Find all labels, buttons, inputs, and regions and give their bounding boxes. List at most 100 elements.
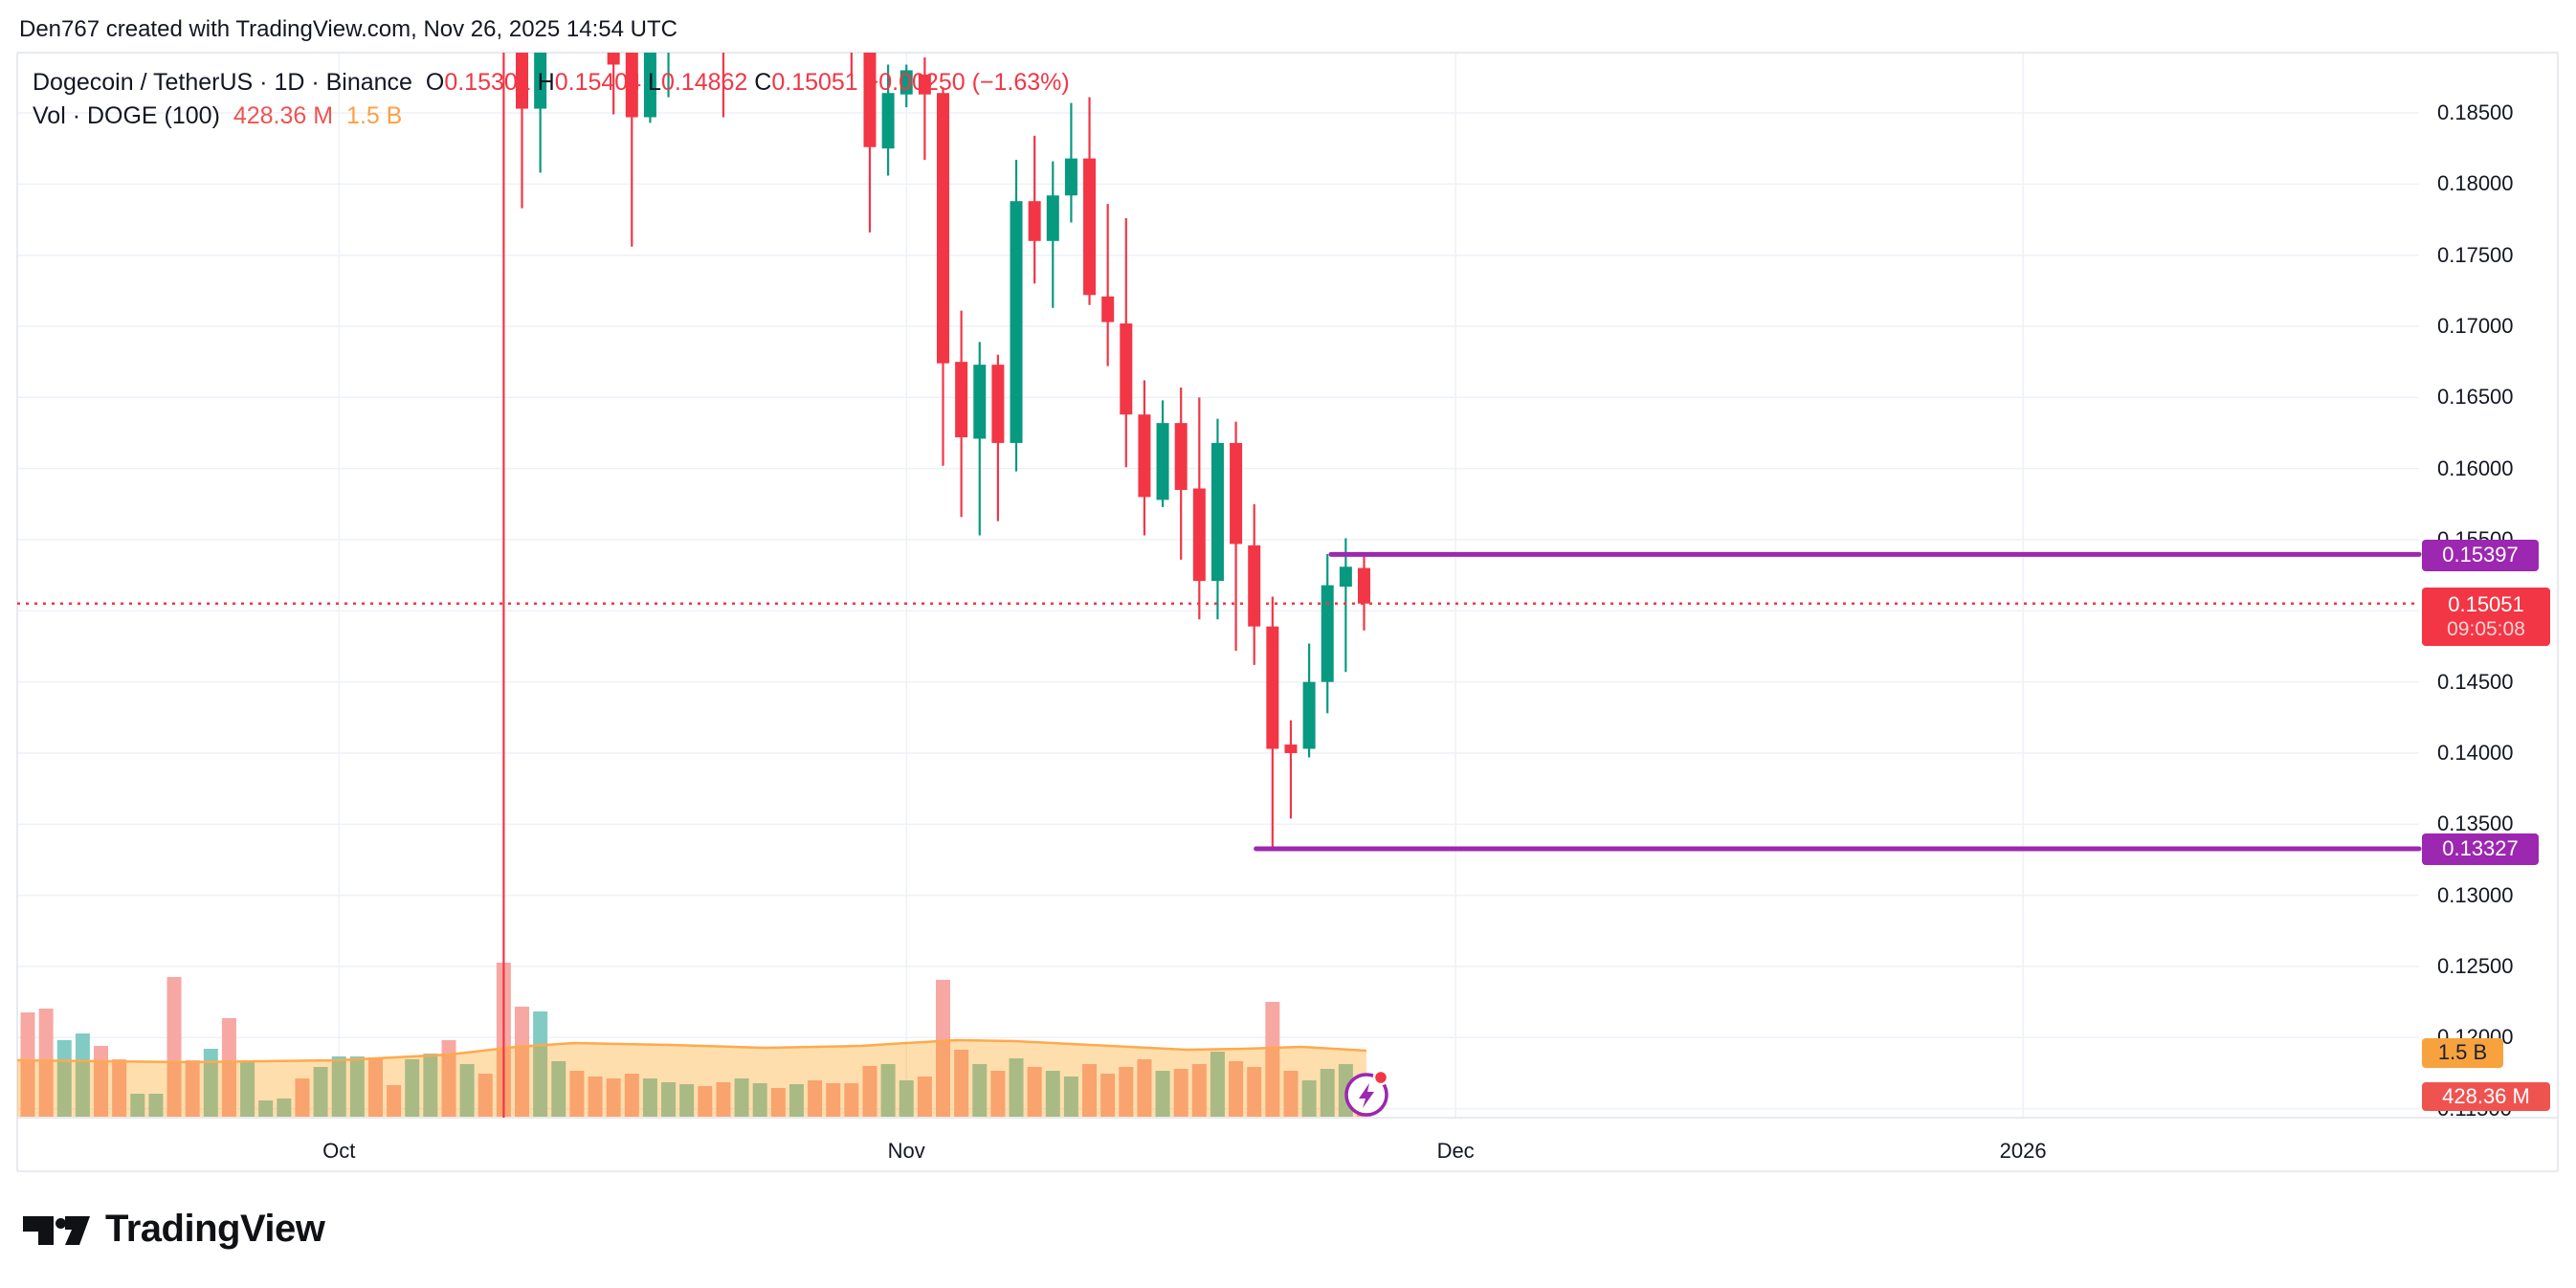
tradingview-logo[interactable]: TradingView bbox=[21, 1208, 325, 1251]
candle-oct-26 bbox=[790, 0, 803, 7]
volume-bar bbox=[1191, 1064, 1207, 1117]
level-high-price-badge: 0.15397 bbox=[2422, 540, 2539, 571]
candle-nov-10 bbox=[1064, 102, 1077, 223]
candle-oct-17 bbox=[625, 53, 638, 247]
candle-oct-18 bbox=[643, 53, 656, 123]
candle-oct-24 bbox=[754, 0, 766, 13]
volume-bar bbox=[1320, 1069, 1335, 1117]
candle-oct-15 bbox=[589, 0, 602, 13]
last-price-badge: 0.15051 09:05:08 bbox=[2422, 588, 2550, 646]
candle-nov-15 bbox=[1156, 400, 1169, 507]
volume-bar bbox=[698, 1086, 713, 1117]
volume-bar bbox=[1283, 1071, 1299, 1117]
volume-bar bbox=[569, 1071, 585, 1117]
lightning-icon bbox=[1359, 1083, 1374, 1108]
candle-nov-24 bbox=[1321, 553, 1334, 714]
candle-nov-22 bbox=[1284, 720, 1298, 819]
price-axis-label: 0.13000 bbox=[2437, 882, 2514, 907]
candle-nov-18 bbox=[1210, 418, 1224, 620]
volume-bar bbox=[112, 1059, 127, 1117]
price-axis-label: 0.14500 bbox=[2437, 669, 2514, 694]
time-axis-label-2026: 2026 bbox=[1999, 1139, 2047, 1163]
candle-nov-17 bbox=[1192, 397, 1206, 620]
volume-badge: 428.36 M bbox=[2422, 1082, 2550, 1111]
candle-nov-8 bbox=[1028, 135, 1041, 284]
volume-bar bbox=[1229, 1061, 1244, 1117]
volume-bar bbox=[844, 1083, 859, 1117]
volume-bar bbox=[1045, 1071, 1060, 1117]
candle-nov-23 bbox=[1302, 643, 1316, 758]
volume-bar bbox=[551, 1061, 566, 1117]
volume-bar bbox=[1063, 1077, 1078, 1117]
volume-ma-area bbox=[17, 1040, 1366, 1117]
candle-nov-11 bbox=[1083, 97, 1097, 305]
volume-bar bbox=[1009, 1058, 1024, 1117]
volume-bar bbox=[221, 1018, 236, 1117]
volume-bar bbox=[405, 1059, 420, 1117]
candle-nov-20 bbox=[1248, 503, 1261, 665]
candle-oct-28 bbox=[827, 0, 839, 16]
candle-oct-11 bbox=[516, 53, 529, 209]
legend-line-1: Dogecoin / TetherUS · 1D · Binance O0.15… bbox=[33, 69, 1070, 97]
volume-ma-line bbox=[16, 1038, 1367, 1064]
candle-oct-16 bbox=[607, 53, 620, 115]
high-value: 0.15404 bbox=[554, 69, 642, 96]
volume-bar bbox=[533, 1011, 548, 1117]
volume-bar bbox=[1155, 1071, 1170, 1117]
volume-bar bbox=[679, 1084, 695, 1117]
volume-bar bbox=[899, 1080, 914, 1117]
volume-bar bbox=[331, 1056, 346, 1117]
volume-bar bbox=[20, 1012, 35, 1117]
volume-bar bbox=[203, 1049, 218, 1117]
volume-bar bbox=[387, 1085, 402, 1117]
candle-nov-19 bbox=[1230, 421, 1243, 651]
low-label: L bbox=[648, 69, 661, 96]
volume-bar bbox=[313, 1067, 328, 1117]
volume-bar bbox=[1119, 1067, 1134, 1117]
price-axis-label: 0.16000 bbox=[2437, 455, 2514, 480]
volume-bar bbox=[642, 1078, 657, 1117]
watermark-attribution: Den767 created with TradingView.com, Nov… bbox=[19, 16, 677, 42]
volume-bar bbox=[258, 1100, 274, 1117]
volume-bar bbox=[130, 1094, 145, 1117]
candle-oct-22 bbox=[722, 53, 725, 118]
volume-bar bbox=[716, 1082, 731, 1117]
open-label: O bbox=[425, 69, 445, 96]
volume-bar bbox=[477, 1074, 493, 1117]
low-value: 0.14862 bbox=[660, 69, 748, 96]
volume-bar bbox=[38, 1009, 54, 1117]
volume-bar bbox=[1027, 1067, 1042, 1117]
candle-oct-19 bbox=[667, 53, 670, 98]
candle-nov-9 bbox=[1046, 161, 1059, 308]
volume-bar bbox=[367, 1057, 383, 1117]
candle-nov-3 bbox=[937, 87, 949, 466]
volume-bar bbox=[240, 1061, 255, 1117]
volume-bar bbox=[862, 1066, 877, 1117]
candles bbox=[502, 0, 1370, 1118]
volume-bar bbox=[1100, 1074, 1116, 1117]
candle-oct-30 bbox=[863, 53, 877, 233]
candle-oct-23 bbox=[736, 0, 748, 52]
candle-oct-29 bbox=[850, 53, 853, 75]
close-value: 0.15051 bbox=[771, 69, 858, 96]
high-label: H bbox=[537, 69, 555, 96]
series-action-bubble[interactable] bbox=[1344, 1069, 1389, 1117]
volume-bar bbox=[936, 980, 950, 1117]
candle-oct-12 bbox=[534, 53, 547, 173]
symbol-title[interactable]: Dogecoin / TetherUS · 1D · Binance bbox=[33, 69, 412, 96]
volume-bar bbox=[606, 1078, 621, 1117]
volume-study-title[interactable]: Vol · DOGE (100) bbox=[33, 102, 220, 129]
time-axis-label-nov: Nov bbox=[887, 1139, 925, 1163]
notification-dot bbox=[1372, 1069, 1389, 1086]
price-axis-label: 0.12500 bbox=[2437, 953, 2514, 978]
candle-nov-6 bbox=[991, 354, 1005, 522]
candle-nov-5 bbox=[973, 342, 987, 536]
volume-bar bbox=[826, 1083, 841, 1117]
volume-bar bbox=[1265, 1002, 1280, 1117]
volume-bar bbox=[56, 1040, 72, 1117]
pane-borders bbox=[16, 52, 2559, 1172]
volume-bar bbox=[75, 1033, 90, 1117]
volume-bar bbox=[1247, 1067, 1262, 1117]
open-value: 0.15301 bbox=[444, 69, 531, 96]
